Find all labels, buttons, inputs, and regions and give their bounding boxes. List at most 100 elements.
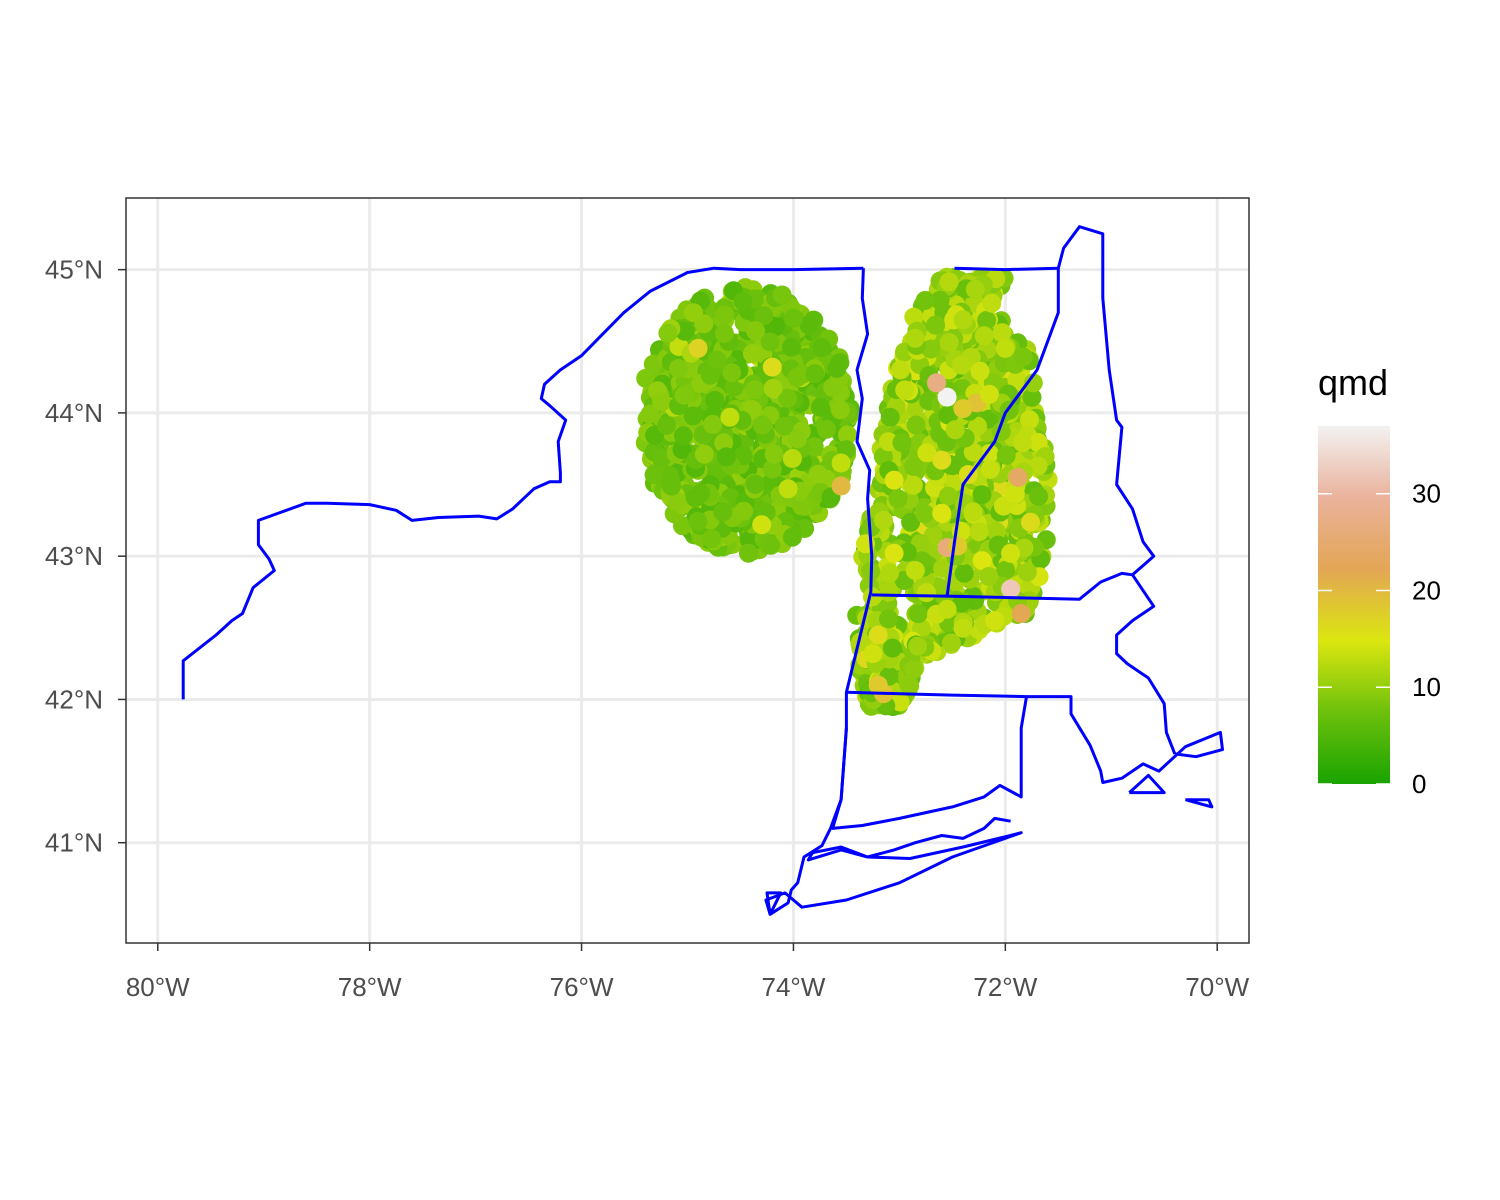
data-point [1017, 562, 1037, 582]
data-point [752, 415, 772, 435]
data-point [974, 326, 994, 346]
data-point-highlight [1011, 604, 1031, 623]
data-point [903, 475, 923, 495]
data-point [702, 529, 722, 549]
data-point [683, 406, 703, 426]
data-point [1022, 387, 1042, 407]
state-boundary-line [846, 690, 1027, 699]
data-point [672, 440, 692, 459]
data-point [772, 285, 792, 305]
data-point [760, 332, 780, 352]
data-point [733, 291, 753, 311]
legend-title: qmd [1318, 362, 1388, 403]
data-point [890, 692, 910, 712]
data-point [762, 459, 782, 479]
x-tick-label: 70°W [1185, 972, 1249, 1002]
data-point-highlight [863, 644, 883, 664]
data-point [812, 338, 832, 358]
data-point-highlight [932, 503, 952, 523]
data-point [996, 445, 1016, 465]
data-point [1021, 512, 1040, 532]
data-point [879, 609, 898, 629]
data-point-highlight [831, 453, 851, 473]
data-point [830, 400, 850, 420]
data-point [908, 604, 928, 624]
y-tick-label: 44°N [45, 398, 103, 428]
state-boundary-line [1026, 695, 1224, 784]
x-tick-label: 78°W [338, 972, 402, 1002]
data-point [1007, 370, 1027, 390]
data-point-highlight [953, 399, 973, 419]
data-point [1013, 433, 1033, 453]
data-point [722, 363, 742, 383]
data-point [764, 444, 784, 464]
data-point [979, 567, 999, 586]
data-point-highlight [762, 357, 782, 377]
data-point-highlight [895, 380, 915, 400]
x-tick-label: 76°W [550, 972, 614, 1002]
data-point-highlight [1008, 467, 1028, 487]
data-point-highlight [778, 479, 798, 499]
state-boundary-line [1185, 798, 1214, 809]
data-point [954, 563, 974, 583]
data-point [915, 291, 935, 310]
data-point-highlight [905, 561, 925, 580]
data-point [636, 368, 656, 388]
data-point-highlight [979, 384, 999, 404]
data-point-highlight [937, 599, 957, 619]
data-point [1028, 456, 1048, 476]
data-point [805, 364, 825, 384]
data-point [739, 543, 758, 563]
data-point [939, 333, 959, 352]
state-boundary-line [765, 891, 783, 915]
state-boundary-line [871, 571, 1177, 755]
data-point [739, 530, 759, 550]
data-point [994, 496, 1013, 516]
legend-tick-label: 30 [1412, 479, 1441, 509]
data-point [926, 315, 946, 335]
data-point [969, 522, 989, 542]
data-point [700, 365, 720, 385]
legend-colorbar [1318, 426, 1390, 784]
data-point [915, 504, 935, 524]
data-point [972, 485, 992, 505]
data-point [977, 310, 997, 330]
y-tick-label: 42°N [45, 684, 103, 714]
data-point [1023, 373, 1043, 393]
data-point-highlight [985, 611, 1005, 631]
data-point [691, 483, 711, 503]
data-point [827, 359, 847, 378]
data-point [888, 489, 908, 509]
state-boundary-line [181, 266, 864, 700]
data-point [782, 449, 802, 468]
data-point [1013, 347, 1033, 367]
data-point [1005, 484, 1025, 504]
data-point [1028, 433, 1048, 452]
data-point [778, 388, 797, 408]
data-point [965, 280, 985, 299]
data-point [668, 359, 688, 378]
data-point [917, 443, 937, 463]
data-point [982, 293, 1002, 313]
data-point [938, 486, 958, 506]
data-point [906, 415, 926, 435]
data-point [933, 558, 953, 578]
data-point-highlight [831, 476, 851, 496]
data-point [1020, 410, 1039, 430]
state-boundary-line [945, 268, 1060, 597]
y-tick-label: 41°N [45, 828, 103, 858]
legend-tick-label: 10 [1412, 672, 1441, 702]
data-point [892, 433, 912, 453]
data-point [945, 420, 965, 440]
data-point [942, 633, 961, 653]
data-point [904, 457, 924, 477]
legend-tick-label: 20 [1412, 575, 1441, 605]
data-point [675, 321, 695, 341]
data-point [715, 305, 734, 325]
data-point [996, 560, 1016, 580]
color-legend: qmd 0 10 20 30 [1318, 362, 1441, 799]
data-point [742, 344, 762, 364]
data-point [972, 551, 992, 571]
data-point [891, 360, 911, 380]
